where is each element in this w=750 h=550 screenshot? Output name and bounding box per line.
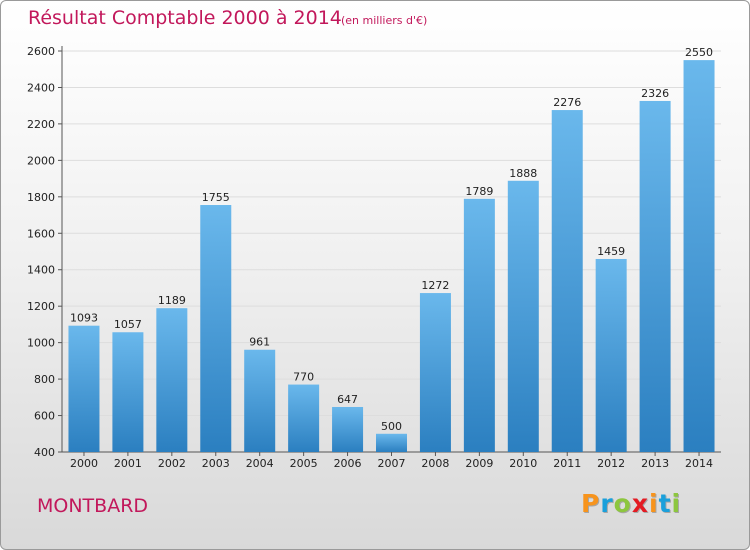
- bars: [68, 60, 715, 453]
- data-label: 961: [249, 336, 270, 349]
- x-tick-label: 2009: [465, 457, 493, 470]
- y-tick-label: 1000: [27, 337, 55, 350]
- logo-letter: x: [631, 489, 649, 518]
- bar: [288, 384, 320, 452]
- y-tick-label: 2000: [27, 154, 55, 167]
- x-tick-label: 2004: [246, 457, 274, 470]
- x-tick-label: 2000: [70, 457, 98, 470]
- x-tick-label: 2011: [553, 457, 581, 470]
- data-label: 1189: [158, 294, 186, 307]
- bar: [639, 100, 671, 453]
- logo-letter: i: [671, 489, 682, 518]
- bar: [595, 258, 627, 452]
- y-tick-label: 1800: [27, 191, 55, 204]
- data-label: 1789: [465, 185, 493, 198]
- x-tick-label: 2003: [202, 457, 230, 470]
- data-label: 1272: [421, 279, 449, 292]
- chart-title: Résultat Comptable 2000 à 2014: [28, 7, 342, 29]
- y-tick-label: 1600: [27, 227, 55, 240]
- bar: [507, 180, 539, 452]
- data-label: 1057: [114, 318, 142, 331]
- data-label: 770: [293, 371, 314, 384]
- logo-letter: P: [581, 489, 601, 518]
- bar: [68, 325, 100, 452]
- bar: [200, 205, 232, 452]
- x-tick-label: 2007: [378, 457, 406, 470]
- x-tick-label: 2014: [685, 457, 713, 470]
- x-tick-label: 2013: [641, 457, 669, 470]
- x-tick-label: 2008: [421, 457, 449, 470]
- proxiti-logo: Proxiti: [581, 489, 681, 518]
- y-tick-label: 2400: [27, 81, 55, 94]
- x-tick-label: 2005: [290, 457, 318, 470]
- bar: [463, 198, 495, 452]
- bar: [244, 349, 276, 452]
- logo-letter: o: [613, 489, 632, 518]
- y-tick-label: 400: [34, 446, 55, 459]
- logo-letter: i: [649, 489, 659, 518]
- logo-letter: r: [600, 489, 614, 518]
- logo-letter: t: [658, 489, 672, 518]
- data-label: 647: [337, 393, 358, 406]
- chart-subtitle: (en milliers d'€): [341, 14, 428, 27]
- y-tick-label: 2200: [27, 118, 55, 131]
- x-tick-label: 2006: [334, 457, 362, 470]
- labels: 1093 1057 1189 1755 961 770 647 500 1272 1789 1888…: [70, 46, 713, 433]
- data-label: 500: [381, 420, 402, 433]
- data-label: 1093: [70, 312, 98, 325]
- x-tick-label: 2010: [509, 457, 537, 470]
- x-tick-label: 2012: [597, 457, 625, 470]
- bar: [419, 293, 451, 452]
- bar: [112, 332, 144, 452]
- bar: [332, 406, 364, 452]
- data-label: 2326: [641, 87, 669, 100]
- axes: 400 600 800 1000 1200 1400 1600 1800 2000 2200 240…: [27, 45, 721, 470]
- data-label: 2550: [685, 46, 713, 59]
- data-label: 1755: [202, 191, 230, 204]
- commune-name: MONTBARD: [37, 495, 149, 517]
- data-label: 2276: [553, 96, 581, 109]
- x-tick-label: 2002: [158, 457, 186, 470]
- bar: [376, 433, 407, 452]
- x-tick-label: 2001: [114, 457, 142, 470]
- y-tick-label: 600: [34, 410, 55, 423]
- data-label: 1459: [597, 245, 625, 258]
- bar: [551, 110, 583, 452]
- y-tick-label: 800: [34, 373, 55, 386]
- y-tick-label: 1200: [27, 300, 55, 313]
- bar: [156, 308, 188, 452]
- data-label: 1888: [509, 167, 537, 180]
- y-tick-label: 2600: [27, 45, 55, 58]
- bar: [683, 60, 715, 452]
- y-tick-label: 1400: [27, 264, 55, 277]
